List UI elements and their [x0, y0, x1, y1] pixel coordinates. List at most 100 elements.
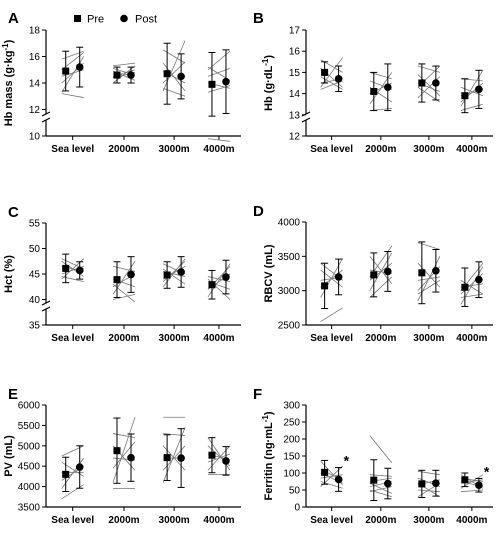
- panel-letter: F: [253, 386, 262, 403]
- marker-post: [75, 63, 84, 71]
- y-axis-label-main: Ferritin (ng·mL: [263, 422, 275, 500]
- y-tick-label: 150: [283, 452, 300, 463]
- marker-pre: [321, 468, 329, 476]
- individual-line: [417, 276, 440, 281]
- axis-break-mark: [41, 306, 51, 312]
- marker-pre: [370, 271, 378, 279]
- axis-break-mark: [41, 117, 51, 123]
- y-tick-label: 100: [283, 469, 300, 480]
- y-axis-label-close: ): [263, 55, 275, 59]
- marker-post: [127, 270, 135, 279]
- x-tick-label: 4000m: [203, 333, 234, 344]
- marker-pre: [461, 476, 469, 484]
- y-tick-label: 16: [289, 47, 301, 58]
- axis-break-mark: [301, 117, 311, 123]
- y-axis-label-main: Hct (%): [3, 255, 15, 293]
- x-tick-label: 2000m: [108, 515, 139, 526]
- marker-pre: [62, 264, 70, 272]
- individual-line: [207, 138, 231, 142]
- marker-post: [432, 479, 440, 488]
- individual-line: [460, 103, 483, 111]
- panel-letter: E: [8, 386, 18, 403]
- individual-line: [369, 489, 392, 498]
- significance-mark: *: [344, 453, 350, 469]
- individual-line: [320, 307, 343, 322]
- x-tick-label: 4000m: [203, 515, 234, 526]
- y-tick-label: 35: [29, 321, 41, 332]
- y-tick-label: 200: [283, 435, 300, 446]
- panel-letter: D: [253, 203, 264, 220]
- marker-pre: [208, 80, 216, 88]
- marker-pre: [418, 269, 426, 277]
- marker-post: [334, 273, 343, 281]
- marker-post: [75, 266, 84, 275]
- panel-letter: B: [253, 10, 264, 27]
- x-tick-label: 2000m: [365, 144, 396, 155]
- individual-line: [61, 93, 84, 98]
- x-tick-label: 3000m: [413, 515, 444, 526]
- marker-post: [384, 267, 392, 276]
- y-tick-label: 5500: [18, 421, 41, 432]
- y-tick-label: 12: [289, 132, 301, 143]
- x-tick-label: Sea level: [310, 333, 353, 344]
- individual-line: [369, 474, 392, 477]
- marker-post: [177, 268, 185, 276]
- legend-post-marker: [120, 14, 128, 23]
- marker-post: [222, 77, 230, 86]
- x-tick-label: 2000m: [365, 515, 396, 526]
- individual-line: [369, 435, 393, 464]
- marker-post: [127, 453, 135, 462]
- panel-E: E 3500 4000 4500 5000 5500 6000 Sea level 2000m 3…: [3, 386, 241, 526]
- x-tick-label: 4000m: [456, 515, 487, 526]
- legend-pre-marker: [74, 15, 81, 22]
- panel-F: F 0 50 100 150 200 250 300 Sea level 2000m 3000m 40…: [253, 386, 493, 526]
- legend: Pre Post: [74, 14, 157, 26]
- y-axis-label-close: ): [3, 39, 15, 43]
- individual-line: [460, 293, 483, 298]
- marker-post: [432, 266, 440, 275]
- individual-line: [417, 242, 440, 250]
- panel-letter: A: [8, 10, 19, 27]
- individual-line: [162, 40, 186, 92]
- y-axis-label-main: PV (mL): [3, 435, 15, 477]
- x-tick-label: Sea level: [51, 333, 94, 344]
- y-tick-label: 4500: [18, 462, 41, 473]
- x-tick-label: 4000m: [203, 144, 234, 155]
- y-axis-label: PV (mL): [3, 435, 15, 477]
- marker-pre: [163, 70, 171, 78]
- y-axis-label: Hb (g·dL-1): [261, 55, 275, 111]
- x-tick-label: Sea level: [51, 144, 94, 155]
- marker-pre: [62, 67, 70, 75]
- y-axis-label-main: Hb (g·dL: [263, 66, 275, 111]
- y-tick-label: 12: [29, 105, 41, 116]
- marker-post: [177, 454, 185, 462]
- y-tick-label: 50: [29, 244, 41, 255]
- x-tick-label: 3000m: [413, 333, 444, 344]
- marker-pre: [370, 476, 378, 484]
- y-tick-label: 13: [289, 110, 301, 121]
- y-tick-label: 3000: [278, 286, 301, 297]
- marker-post: [177, 72, 185, 81]
- y-tick-label: 2500: [278, 321, 301, 332]
- individual-line: [112, 62, 136, 67]
- panel-C: C 35 40 45 50 55 Sea level 2000m 3000m 4000m Hct (…: [3, 204, 241, 344]
- individual-line: [162, 87, 186, 97]
- axis-break-mark: [41, 111, 51, 117]
- y-axis-label: Ferritin (ng·mL-1): [261, 411, 275, 500]
- y-tick-label: 4000: [18, 482, 41, 493]
- y-axis-label-main: Hb mass (g·kg: [3, 51, 15, 127]
- x-tick-label: Sea level: [310, 144, 353, 155]
- y-axis-label-close: ): [263, 411, 275, 415]
- y-tick-label: 40: [29, 295, 41, 306]
- marker-pre: [208, 451, 216, 459]
- individual-line: [369, 276, 393, 298]
- x-tick-label: Sea level: [310, 515, 353, 526]
- x-tick-label: 3000m: [159, 144, 190, 155]
- marker-pre: [370, 87, 378, 95]
- marker-post: [432, 79, 440, 87]
- y-axis-label: RBCV (mL): [263, 244, 275, 302]
- marker-post: [222, 457, 230, 465]
- individual-line: [369, 72, 392, 80]
- x-tick-label: 2000m: [365, 333, 396, 344]
